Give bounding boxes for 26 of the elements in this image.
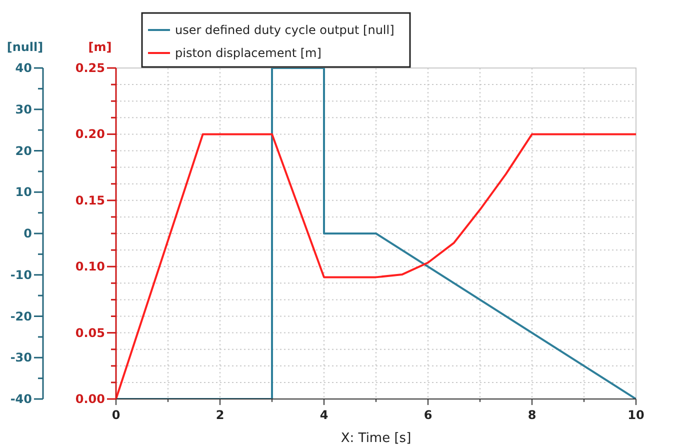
y-tick-label: 40 bbox=[15, 61, 32, 75]
x-axis-title: X: Time [s] bbox=[340, 431, 412, 446]
x-tick-label: 10 bbox=[628, 408, 644, 422]
y2-tick-label: 0.20 bbox=[75, 127, 105, 142]
y2-tick-label: 0.25 bbox=[75, 61, 105, 75]
x-tick-label: 6 bbox=[424, 408, 432, 422]
y-tick-label: -30 bbox=[10, 350, 32, 365]
y-tick-label: 10 bbox=[15, 185, 32, 200]
y2-tick-label: 0.00 bbox=[75, 392, 105, 406]
y-tick-label: -20 bbox=[10, 309, 32, 324]
x-tick-label: 8 bbox=[528, 408, 536, 422]
y-tick-label: -40 bbox=[10, 392, 32, 406]
y2-tick-label: 0.10 bbox=[75, 260, 105, 274]
x-tick-label: 2 bbox=[216, 408, 224, 422]
y-axis-title: [null] bbox=[6, 40, 44, 54]
x-tick-label: 4 bbox=[320, 408, 328, 422]
y-tick-label: -10 bbox=[10, 268, 32, 282]
y2-tick-label: 0.05 bbox=[75, 326, 105, 340]
legend-label: piston displacement [m] bbox=[175, 46, 322, 60]
legend-label: user defined duty cycle output [null] bbox=[175, 23, 394, 37]
y-tick-label: 30 bbox=[15, 102, 32, 116]
y2-tick-label: 0.15 bbox=[75, 193, 105, 208]
y2-axis-title: [m] bbox=[88, 40, 112, 54]
x-tick-label: 0 bbox=[112, 408, 120, 422]
y-tick-label: 0 bbox=[24, 226, 32, 240]
y-tick-label: 20 bbox=[15, 144, 32, 158]
